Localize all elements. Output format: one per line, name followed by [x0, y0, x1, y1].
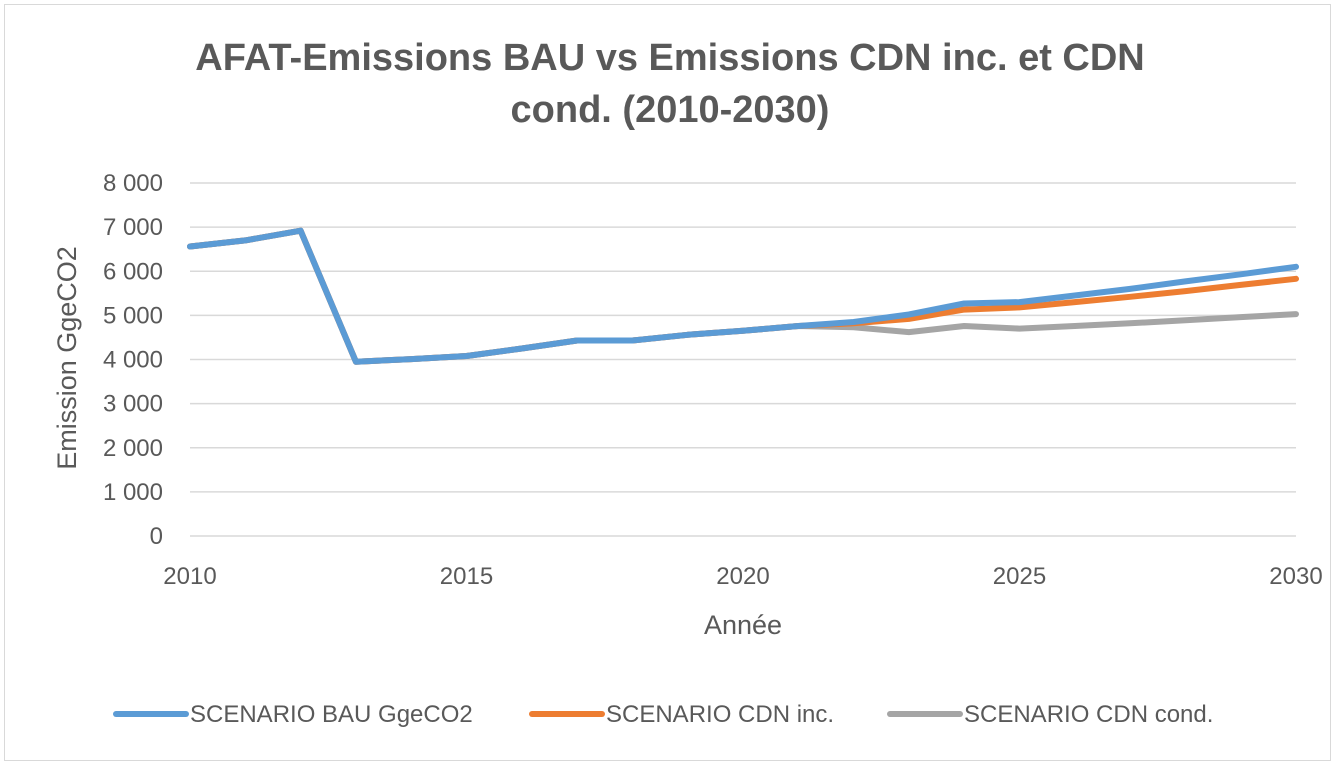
y-tick-label: 6 000	[103, 258, 163, 285]
y-tick-label: 4 000	[103, 347, 163, 374]
y-tick-label: 3 000	[103, 391, 163, 418]
x-tick-label: 2030	[1269, 563, 1322, 590]
chart-frame	[4, 4, 1331, 761]
legend-item: SCENARIO CDN cond.	[887, 701, 1213, 728]
legend-label: SCENARIO BAU GgeCO2	[190, 701, 473, 728]
legend-label: SCENARIO CDN cond.	[964, 701, 1213, 728]
y-tick-label: 2 000	[103, 435, 163, 462]
legend-label: SCENARIO CDN inc.	[606, 701, 834, 728]
series-line-2	[187, 227, 1299, 365]
x-tick-label: 2020	[716, 563, 769, 590]
legend: SCENARIO BAU GgeCO2 SCENARIO CDN inc. SCEN…	[113, 701, 1213, 728]
x-tick-label: 2010	[163, 563, 216, 590]
y-axis-title: Emission GgeCO2	[52, 246, 82, 470]
y-tick-label: 7 000	[103, 214, 163, 241]
legend-item: SCENARIO CDN inc.	[529, 701, 834, 728]
y-tick-label: 8 000	[103, 170, 163, 197]
y-tick-label: 0	[150, 523, 163, 550]
x-tick-label: 2015	[440, 563, 493, 590]
x-axis-title: Année	[704, 610, 782, 640]
series-line-1	[187, 227, 1299, 365]
x-axis-tick-labels: 2010 2015 2020 2025 2030	[163, 563, 1322, 590]
y-tick-label: 1 000	[103, 479, 163, 506]
x-tick-label: 2025	[993, 563, 1046, 590]
legend-item: SCENARIO BAU GgeCO2	[113, 701, 473, 728]
chart-title: AFAT-Emissions BAU vs Emissions CDN inc.…	[195, 37, 1145, 131]
series-lines	[187, 227, 1299, 365]
y-tick-label: 5 000	[103, 302, 163, 329]
gridlines	[190, 182, 1296, 537]
y-axis-tick-labels: 0 1 000 2 000 3 000 4 000 5 000 6 000 7 000 8 00…	[103, 170, 163, 550]
